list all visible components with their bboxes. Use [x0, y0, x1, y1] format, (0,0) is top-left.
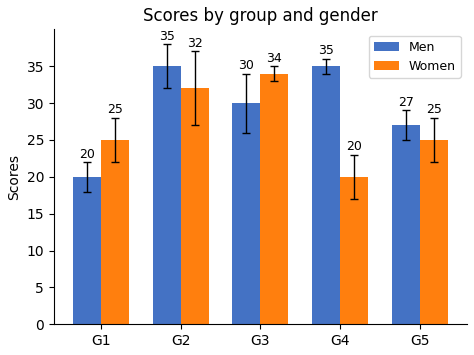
Text: 35: 35: [319, 44, 334, 57]
Text: 25: 25: [426, 103, 442, 116]
Text: 20: 20: [346, 140, 362, 153]
Bar: [420, 140, 448, 324]
Bar: [181, 88, 209, 324]
Y-axis label: Scores: Scores: [7, 154, 21, 200]
Text: 35: 35: [159, 29, 174, 43]
Bar: [392, 125, 420, 324]
Legend: Men, Women: Men, Women: [369, 36, 461, 78]
Title: Scores by group and gender: Scores by group and gender: [143, 7, 378, 25]
Bar: [340, 177, 368, 324]
Text: 20: 20: [79, 148, 94, 160]
Bar: [260, 73, 288, 324]
Text: 27: 27: [398, 96, 414, 109]
Text: 32: 32: [187, 37, 202, 50]
Text: 34: 34: [266, 52, 283, 65]
Bar: [100, 140, 128, 324]
Bar: [153, 66, 181, 324]
Bar: [73, 177, 100, 324]
Text: 25: 25: [107, 103, 122, 116]
Bar: [232, 103, 260, 324]
Bar: [312, 66, 340, 324]
Text: 30: 30: [238, 59, 255, 72]
